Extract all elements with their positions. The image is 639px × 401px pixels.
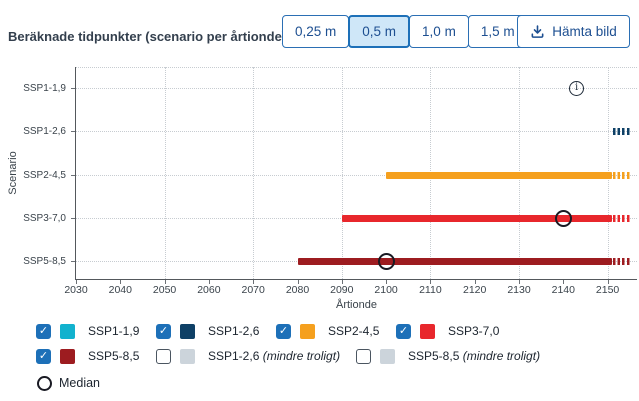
x-axis-line	[75, 278, 637, 280]
x-tick-label: 2050	[152, 283, 177, 296]
size-button-025m[interactable]: 0,25 m	[282, 15, 350, 48]
download-button[interactable]: Hämta bild	[517, 15, 630, 48]
grid-line-vertical	[164, 67, 166, 279]
x-tick-label: 2040	[108, 283, 132, 296]
x-tick	[519, 279, 520, 284]
legend-item-ssp3-7-0: ✓ SSP3-7,0	[396, 323, 499, 339]
grid-line-horizontal	[76, 175, 637, 176]
median-legend-label: Median	[59, 376, 100, 390]
overflow-dashes-ssp2-4-5	[613, 171, 631, 179]
scenario-bar-ssp2-4-5	[386, 171, 613, 179]
color-swatch-ssp3-7-0	[420, 323, 435, 339]
overflow-dashes-ssp5-8-5	[613, 257, 631, 265]
median-circle-ssp3-7-0	[554, 209, 572, 227]
legend-label-ssp3-7-0: SSP3-7,0	[448, 324, 500, 338]
x-axis-title: Årtionde	[336, 299, 377, 311]
size-button-group: 0,25 m 0,5 m 1,0 m 1,5 m	[282, 15, 528, 48]
x-tick-label: 2130	[507, 283, 531, 296]
y-tick	[71, 261, 75, 262]
legend-checkbox-ssp3-7-0[interactable]: ✓	[396, 323, 411, 339]
x-tick	[563, 279, 565, 284]
grid-line-vertical	[341, 67, 343, 279]
overflow-dashes-ssp1-2-6	[613, 127, 631, 135]
legend-label-ssp1-1-9: SSP1-1,9	[88, 324, 140, 338]
info-icon-ssp1-1-9[interactable]: i	[569, 80, 585, 96]
y-tick-label: SSP1-1,9	[23, 82, 66, 94]
legend-item-ssp5-8-5-mt: SSP5-8,5 (mindre troligt)	[356, 348, 540, 364]
color-swatch-ssp1-2-6-mt	[180, 348, 195, 364]
x-tick-label: 2150	[595, 283, 620, 296]
x-tick	[76, 279, 77, 284]
legend-checkbox-ssp1-2-6[interactable]: ✓	[156, 323, 171, 339]
median-circle-ssp5-8-5	[377, 252, 395, 270]
x-tick	[607, 279, 609, 284]
size-button-10m[interactable]: 1,0 m	[409, 15, 469, 48]
legend-item-ssp1-1-9: ✓ SSP1-1,9	[36, 323, 139, 339]
x-tick	[386, 279, 388, 284]
legend-label-ssp1-2-6: SSP1-2,6	[208, 324, 260, 338]
x-tick	[474, 279, 476, 284]
page-title: Beräknade tidpunkter (scenario per årtio…	[8, 29, 287, 44]
download-button-label: Hämta bild	[552, 24, 617, 39]
legend-checkbox-ssp5-8-5[interactable]: ✓	[36, 348, 51, 364]
legend-label-ssp5-8-5: SSP5-8,5	[88, 349, 140, 363]
x-tick-label: 2060	[197, 283, 221, 296]
grid-line-horizontal	[76, 88, 637, 89]
x-tick	[430, 279, 432, 284]
legend-item-ssp1-2-6-mt: SSP1-2,6 (mindre troligt)	[156, 348, 340, 364]
y-tick	[71, 88, 75, 89]
x-tick	[253, 279, 255, 284]
x-tick-label: 2080	[285, 283, 310, 296]
x-tick-label: 2100	[374, 283, 398, 296]
color-swatch-ssp1-2-6	[180, 323, 195, 339]
scenario-bar-ssp5-8-5	[297, 257, 613, 265]
legend-checkbox-ssp2-4-5[interactable]: ✓	[276, 323, 291, 339]
plot-top-border	[76, 67, 637, 68]
y-tick-label: SSP3-7,0	[23, 212, 66, 224]
x-tick-label: 2030	[64, 283, 88, 296]
timeline-chart: Årtionde Scenario 2030 2040 2050 2060 2070 20…	[0, 56, 639, 318]
color-swatch-ssp5-8-5	[60, 348, 75, 364]
legend-checkbox-ssp1-1-9[interactable]: ✓	[36, 323, 51, 339]
x-tick	[120, 279, 122, 284]
y-tick	[71, 218, 75, 219]
x-tick-label: 2090	[330, 283, 354, 296]
legend-label-ssp2-4-5: SSP2-4,5	[328, 324, 380, 338]
legend-checkbox-ssp1-2-6-mt[interactable]	[156, 348, 171, 364]
legend-label-ssp5-8-5-mt: SSP5-8,5 (mindre troligt)	[408, 349, 541, 363]
legend-label-ssp1-2-6-mt: SSP1-2,6 (mindre troligt)	[208, 349, 341, 363]
grid-line-horizontal	[76, 131, 637, 132]
scenario-bar-ssp3-7-0	[341, 214, 613, 222]
legend-item-ssp1-2-6: ✓ SSP1-2,6	[156, 323, 259, 339]
x-tick-label: 2070	[241, 283, 265, 296]
y-tick	[71, 131, 75, 132]
x-tick-label: 2140	[551, 283, 575, 296]
color-swatch-ssp1-1-9	[60, 323, 75, 339]
overflow-dashes-ssp3-7-0	[613, 214, 631, 222]
y-tick-label: SSP2-4,5	[23, 169, 66, 181]
legend-item-ssp5-8-5: ✓ SSP5-8,5	[36, 348, 139, 364]
x-tick-label: 2120	[463, 283, 487, 296]
legend-checkbox-ssp5-8-5-mt[interactable]	[356, 348, 371, 364]
color-swatch-ssp2-4-5	[300, 323, 315, 339]
x-tick	[164, 279, 166, 284]
y-axis-line	[75, 67, 76, 279]
y-tick-label: SSP1-2,6	[23, 125, 66, 137]
download-icon	[530, 24, 545, 39]
color-swatch-ssp5-8-5-mt	[380, 348, 395, 364]
grid-line-vertical	[253, 67, 255, 279]
x-tick	[208, 279, 210, 284]
size-button-05m[interactable]: 0,5 m	[348, 15, 411, 48]
y-tick	[71, 175, 75, 176]
y-tick-label: SSP5-8,5	[23, 255, 66, 267]
legend-item-ssp2-4-5: ✓ SSP2-4,5	[276, 323, 379, 339]
median-legend-circle	[37, 376, 52, 391]
x-tick	[341, 279, 343, 284]
x-tick-label: 2110	[419, 283, 442, 296]
x-tick	[297, 279, 299, 284]
